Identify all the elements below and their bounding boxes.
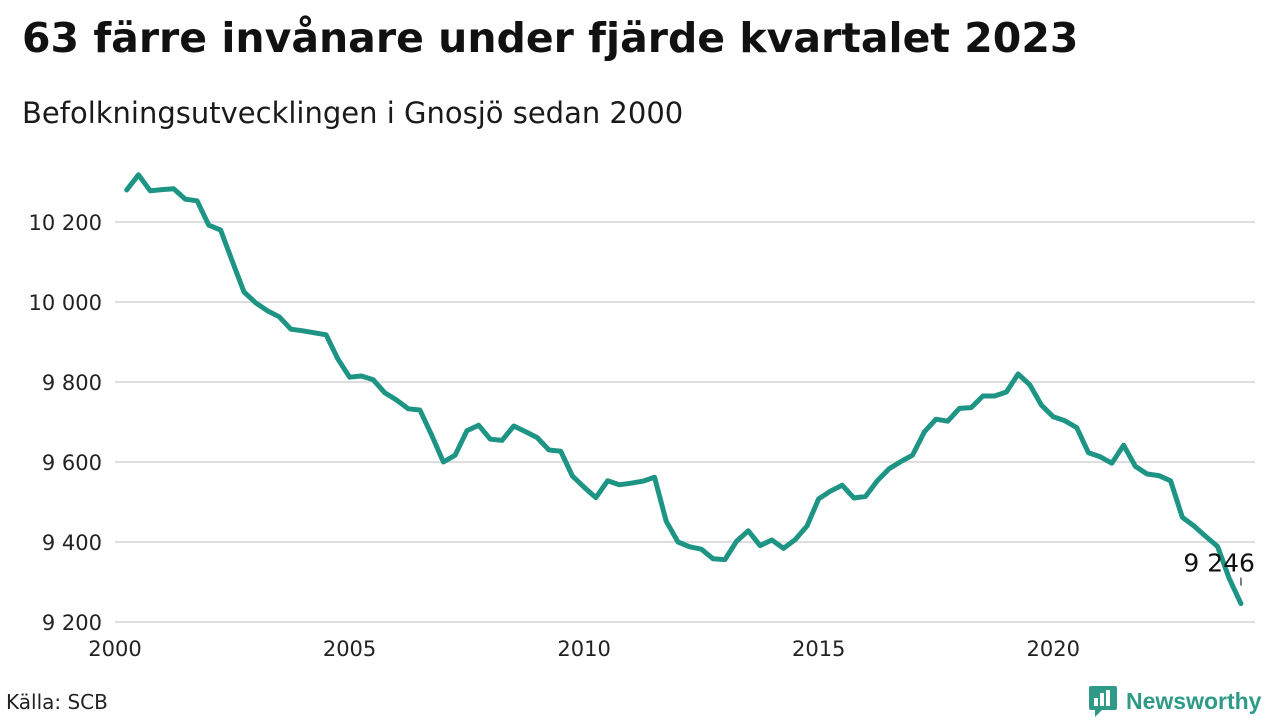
brand-name: Newsworthy bbox=[1126, 687, 1262, 714]
x-axis-ticks: 2000 2005 2010 2015 2020 bbox=[88, 637, 1080, 661]
y-tick-label: 9 200 bbox=[42, 611, 102, 635]
annotations: 9 246 bbox=[1183, 549, 1255, 586]
y-axis-ticks: 9 200 9 400 9 600 9 800 10 000 10 200 bbox=[29, 211, 102, 635]
series-line bbox=[124, 172, 1244, 607]
chart-subtitle: Befolkningsutvecklingen i Gnosjö sedan 2… bbox=[22, 96, 684, 130]
x-tick-label: 2015 bbox=[792, 637, 845, 661]
data-label: 9 246 bbox=[1183, 549, 1255, 578]
y-tick-label: 9 400 bbox=[42, 531, 102, 555]
gridlines bbox=[115, 221, 1255, 623]
bar-chart-bubble-icon bbox=[1089, 686, 1117, 717]
y-tick-label: 10 000 bbox=[29, 291, 102, 315]
y-tick-label: 9 600 bbox=[42, 451, 102, 475]
chart-title: 63 färre invånare under fjärde kvartalet… bbox=[22, 14, 1079, 62]
x-tick-label: 2020 bbox=[1027, 637, 1080, 661]
brand-logo: Newsworthy bbox=[1088, 684, 1261, 718]
x-tick-label: 2010 bbox=[557, 637, 610, 661]
y-tick-label: 9 800 bbox=[42, 371, 102, 395]
x-tick-label: 2000 bbox=[88, 637, 141, 661]
y-tick-label: 10 200 bbox=[29, 211, 102, 235]
source-label: Källa: SCB bbox=[6, 690, 108, 714]
series-layer bbox=[124, 172, 1244, 607]
x-tick-label: 2005 bbox=[323, 637, 376, 661]
